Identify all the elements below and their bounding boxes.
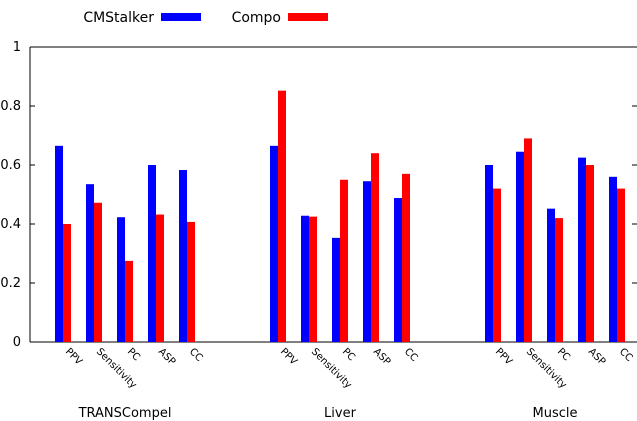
bar-compo-liver-ppv — [278, 90, 286, 342]
bar-cmstalker-transcompel-ppv — [55, 145, 63, 342]
x-tick-label: PC — [555, 346, 572, 363]
bar-cmstalker-transcompel-asp — [148, 165, 156, 342]
legend-label-compo: Compo — [232, 10, 281, 26]
bar-cmstalker-transcompel-pc — [117, 217, 125, 342]
bar-compo-muscle-pc — [555, 218, 563, 342]
x-tick-label: PPV — [493, 346, 514, 367]
bar-cmstalker-muscle-pc — [547, 208, 555, 342]
y-tick-label: 1 — [13, 40, 21, 55]
bar-compo-transcompel-cc — [187, 221, 195, 342]
x-tick-label: PPV — [63, 346, 84, 367]
y-tick-label: 0.4 — [0, 217, 21, 232]
bar-cmstalker-liver-pc — [332, 237, 340, 342]
bar-compo-muscle-asp — [586, 165, 594, 342]
bar-cmstalker-liver-ppv — [270, 145, 278, 342]
bar-compo-transcompel-asp — [156, 214, 164, 342]
x-tick-label: PC — [340, 346, 357, 363]
x-tick-label: CC — [187, 346, 205, 364]
bar-cmstalker-muscle-sensitivity — [516, 151, 524, 342]
bar-compo-muscle-cc — [617, 188, 625, 342]
x-tick-label: ASP — [156, 346, 177, 367]
group-label: Liver — [324, 406, 357, 421]
x-tick-label: PPV — [278, 346, 299, 367]
group-label: TRANSCompel — [78, 406, 172, 421]
bar-compo-transcompel-sensitivity — [94, 202, 102, 342]
bar-cmstalker-muscle-ppv — [485, 165, 493, 342]
y-tick-label: 0.6 — [0, 158, 21, 173]
legend-swatch-cmstalker — [161, 13, 201, 21]
x-tick-label: PC — [125, 346, 142, 363]
bar-compo-liver-cc — [402, 173, 410, 342]
bar-compo-transcompel-pc — [125, 260, 133, 342]
bar-cmstalker-liver-cc — [394, 198, 402, 342]
bar-compo-liver-sensitivity — [309, 216, 317, 342]
x-tick-label: ASP — [586, 346, 607, 367]
y-tick-label: 0 — [13, 335, 21, 350]
x-tick-label: CC — [617, 346, 635, 364]
group-label: Muscle — [533, 406, 578, 421]
x-tick-label: ASP — [371, 346, 392, 367]
legend: CMStalker Compo — [83, 10, 328, 26]
bar-cmstalker-liver-asp — [363, 181, 371, 342]
bar-compo-liver-pc — [340, 179, 348, 342]
bar-cmstalker-muscle-cc — [609, 176, 617, 342]
legend-label-cmstalker: CMStalker — [83, 10, 154, 26]
bar-cmstalker-transcompel-cc — [179, 170, 187, 342]
bar-cmstalker-transcompel-sensitivity — [86, 184, 94, 342]
bar-cmstalker-muscle-asp — [578, 157, 586, 342]
x-tick-label: CC — [402, 346, 420, 364]
bar-compo-muscle-sensitivity — [524, 138, 532, 342]
bar-compo-muscle-ppv — [493, 188, 501, 342]
bar-compo-liver-asp — [371, 153, 379, 342]
y-tick-label: 0.2 — [0, 276, 21, 291]
y-tick-label: 0.8 — [0, 99, 21, 114]
legend-swatch-compo — [288, 13, 328, 21]
bar-compo-transcompel-ppv — [63, 224, 71, 342]
bar-cmstalker-liver-sensitivity — [301, 215, 309, 342]
